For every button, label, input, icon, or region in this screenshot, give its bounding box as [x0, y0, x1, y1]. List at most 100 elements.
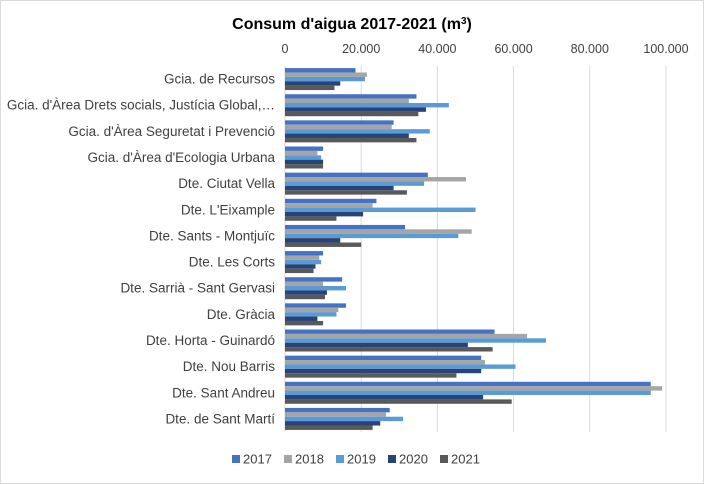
chart-title-text: Consum d'aigua 2017-2021 (m — [232, 16, 461, 33]
bar — [285, 85, 335, 91]
bar — [285, 155, 322, 160]
bar — [285, 172, 428, 178]
legend-label: 2020 — [399, 452, 428, 467]
bar — [285, 76, 366, 82]
category-label: Dte. Nou Barris — [183, 359, 276, 374]
category-label: Dte. Sarrià - Sant Gervasi — [120, 281, 275, 296]
bar — [285, 390, 651, 395]
legend-swatch — [440, 455, 448, 463]
bar — [285, 190, 407, 195]
bar — [285, 399, 512, 404]
bar — [285, 320, 324, 326]
bar — [285, 164, 324, 169]
category-label: Dte. Gràcia — [207, 307, 276, 322]
bar — [285, 203, 373, 208]
bar — [285, 107, 426, 112]
bar — [285, 129, 430, 134]
bar — [285, 347, 493, 352]
bar — [285, 381, 651, 387]
bar — [285, 281, 324, 287]
bar — [285, 216, 337, 221]
chart-title: Consum d'aigua 2017-2021 (m3) — [232, 16, 472, 34]
bar — [285, 81, 341, 86]
bar — [285, 286, 346, 291]
bar — [285, 360, 486, 365]
bar — [285, 394, 484, 400]
bar — [285, 94, 417, 99]
bar — [285, 333, 527, 339]
bar — [285, 329, 495, 334]
bars — [285, 68, 663, 430]
bar — [285, 124, 392, 130]
bar — [285, 98, 409, 104]
bar — [285, 342, 468, 348]
x-tick-label: 80.000 — [571, 42, 609, 56]
bar — [285, 103, 449, 108]
bar — [285, 146, 324, 151]
category-label: Dte. L'Eixample — [181, 202, 275, 217]
category-labels: Gcia. de Recursos Gcia. d'Àrea Drets soci… — [7, 72, 276, 427]
bar — [285, 425, 373, 430]
bar — [285, 421, 381, 426]
category-label: Dte. de Sant Martí — [165, 411, 275, 426]
legend-swatch — [284, 455, 292, 463]
category-label: Dte. Sant Andreu — [172, 385, 275, 400]
bar — [285, 133, 409, 138]
bar — [285, 238, 341, 243]
bar — [285, 268, 314, 274]
bar — [285, 259, 322, 265]
category-label: Dte. Sants - Montjuïc — [149, 228, 275, 243]
bar — [285, 150, 318, 156]
bar — [285, 307, 339, 313]
bar — [285, 303, 346, 308]
bar — [285, 386, 663, 391]
legend-swatch — [388, 455, 396, 463]
bar — [285, 255, 320, 260]
bar — [285, 211, 364, 217]
bar — [285, 316, 318, 321]
legend-label: 2019 — [347, 452, 376, 467]
x-tick-label: 60.000 — [494, 42, 532, 56]
bar — [285, 368, 482, 374]
legend: 2017 2018 2019 2020 2021 — [232, 452, 480, 467]
bar — [285, 198, 377, 204]
legend-label: 2017 — [243, 452, 272, 467]
category-label: Gcia. d'Àrea Seguretat i Prevenció — [68, 124, 275, 139]
bar — [285, 224, 406, 230]
category-label: Dte. Horta - Guinardó — [146, 333, 275, 348]
bar — [285, 233, 459, 239]
bar — [285, 207, 476, 212]
legend-label: 2021 — [451, 452, 480, 467]
bar — [285, 229, 472, 234]
bar — [285, 407, 390, 413]
bar — [285, 68, 356, 73]
category-label: Gcia. de Recursos — [164, 72, 275, 87]
bar — [285, 312, 337, 317]
bar — [285, 137, 417, 143]
chart-title-superscript: 3 — [461, 16, 467, 27]
legend-swatch — [232, 455, 240, 463]
x-axis-ticks: 0 20.000 40.000 60.000 80.000 100.000 — [282, 42, 689, 56]
bar — [285, 159, 324, 165]
bar — [285, 264, 316, 269]
bar — [285, 338, 546, 343]
bar — [285, 416, 404, 422]
bar — [285, 277, 343, 282]
chart-title-suffix: ) — [467, 16, 472, 33]
bar — [285, 290, 327, 295]
legend-swatch — [336, 455, 344, 463]
bar — [285, 364, 516, 369]
x-tick-label: 0 — [282, 42, 289, 56]
category-label: Gcia. d'Àrea d'Ecologia Urbana — [87, 150, 275, 165]
bar — [285, 111, 419, 117]
category-label: Dte. Les Corts — [189, 255, 276, 270]
bar — [285, 251, 324, 256]
bar — [285, 294, 326, 300]
category-label: Dte. Ciutat Vella — [178, 176, 275, 191]
bar — [285, 72, 367, 77]
x-tick-label: 100.000 — [643, 42, 688, 56]
bar — [285, 181, 425, 186]
bar — [285, 355, 482, 361]
